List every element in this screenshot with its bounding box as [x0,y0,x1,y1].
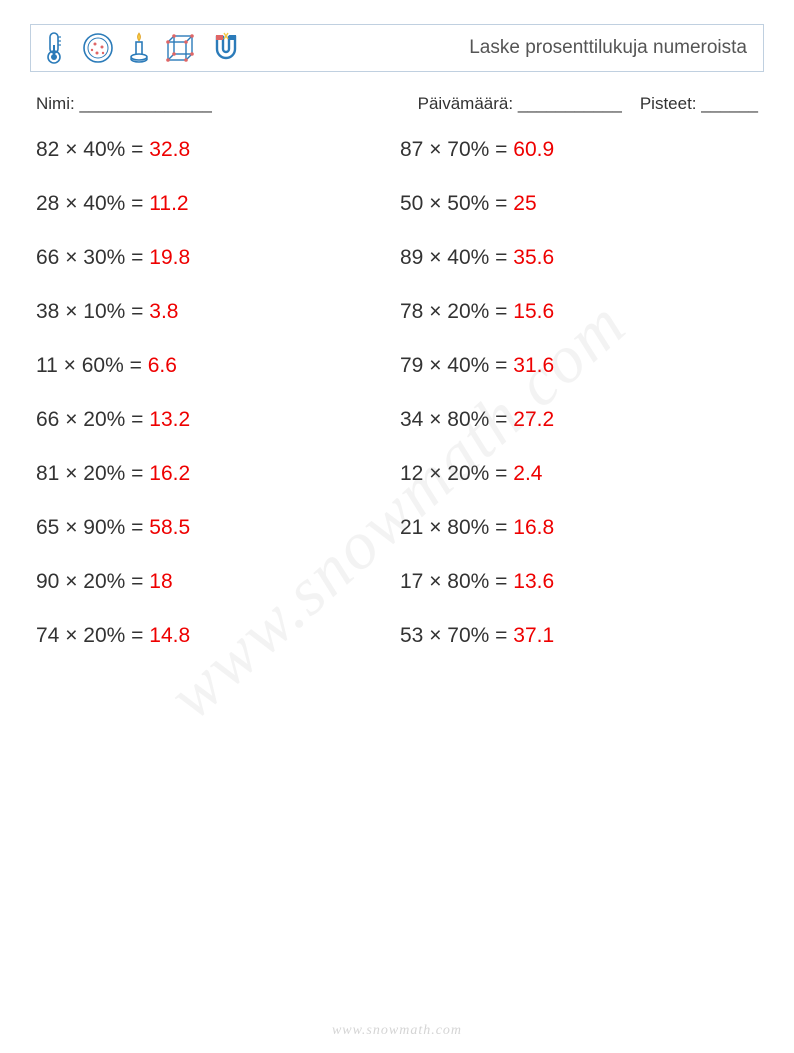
problem-row: 17 × 80% = 13.6 [400,570,764,594]
problem-expression: 50 × 50% = [400,192,513,215]
problem-expression: 66 × 30% = [36,246,149,269]
header-icons [41,31,241,65]
problem-expression: 78 × 20% = [400,300,513,323]
problem-answer: 19.8 [149,246,190,269]
problem-answer: 58.5 [149,516,190,539]
problem-row: 11 × 60% = 6.6 [36,354,400,378]
problems-column-right: 87 × 70% = 60.9 50 × 50% = 25 89 × 40% = 3… [400,138,764,648]
problem-answer: 14.8 [149,624,190,647]
problem-row: 79 × 40% = 31.6 [400,354,764,378]
problem-expression: 12 × 20% = [400,462,513,485]
problem-expression: 87 × 70% = [400,138,513,161]
problem-answer: 2.4 [513,462,542,485]
problem-expression: 21 × 80% = [400,516,513,539]
petri-dish-icon [81,31,115,65]
problem-row: 53 × 70% = 37.1 [400,624,764,648]
worksheet-title: Laske prosenttilukuja numeroista [469,37,747,59]
magnet-icon [211,31,241,65]
score-blank: ______ [701,94,758,113]
candle-icon [129,31,149,65]
problem-expression: 11 × 60% = [36,354,148,377]
date-label: Päivämäärä: [418,94,513,113]
problem-expression: 74 × 20% = [36,624,149,647]
problem-answer: 6.6 [148,354,177,377]
problem-row: 78 × 20% = 15.6 [400,300,764,324]
problem-answer: 3.8 [149,300,178,323]
problem-row: 90 × 20% = 18 [36,570,400,594]
header: Laske prosenttilukuja numeroista [30,24,764,72]
problem-expression: 38 × 10% = [36,300,149,323]
problem-row: 81 × 20% = 16.2 [36,462,400,486]
score-label: Pisteet: [640,94,697,113]
problem-answer: 37.1 [513,624,554,647]
problem-row: 89 × 40% = 35.6 [400,246,764,270]
problem-answer: 13.2 [149,408,190,431]
problem-answer: 27.2 [513,408,554,431]
meta-right: Päivämäärä: ___________ Pisteet: ______ [418,94,758,114]
problem-row: 12 × 20% = 2.4 [400,462,764,486]
problem-row: 38 × 10% = 3.8 [36,300,400,324]
problem-row: 34 × 80% = 27.2 [400,408,764,432]
worksheet-page: Laske prosenttilukuja numeroista Nimi: _… [0,0,794,648]
problem-answer: 18 [149,570,172,593]
problem-row: 50 × 50% = 25 [400,192,764,216]
problem-expression: 90 × 20% = [36,570,149,593]
problem-answer: 15.6 [513,300,554,323]
problem-expression: 65 × 90% = [36,516,149,539]
problem-row: 21 × 80% = 16.8 [400,516,764,540]
problem-answer: 60.9 [513,138,554,161]
problem-row: 65 × 90% = 58.5 [36,516,400,540]
problem-expression: 79 × 40% = [400,354,513,377]
problem-expression: 89 × 40% = [400,246,513,269]
problem-expression: 53 × 70% = [400,624,513,647]
problem-expression: 66 × 20% = [36,408,149,431]
name-label: Nimi: [36,94,75,113]
problem-expression: 17 × 80% = [400,570,513,593]
date-blank: ___________ [518,94,622,113]
meta-row: Nimi: ______________ Päivämäärä: _______… [30,72,764,114]
problem-row: 87 × 70% = 60.9 [400,138,764,162]
problem-row: 28 × 40% = 11.2 [36,192,400,216]
problem-expression: 28 × 40% = [36,192,149,215]
problem-answer: 31.6 [513,354,554,377]
problem-row: 66 × 20% = 13.2 [36,408,400,432]
name-blank: ______________ [79,94,211,113]
footer-link: www.snowmath.com [0,1023,794,1039]
problem-answer: 16.2 [149,462,190,485]
problem-expression: 82 × 40% = [36,138,149,161]
score-field: Pisteet: ______ [640,94,758,114]
problem-answer: 16.8 [513,516,554,539]
date-field: Päivämäärä: ___________ [418,94,622,114]
problem-answer: 32.8 [149,138,190,161]
problem-expression: 81 × 20% = [36,462,149,485]
problem-row: 82 × 40% = 32.8 [36,138,400,162]
problem-row: 66 × 30% = 19.8 [36,246,400,270]
thermometer-icon [41,31,67,65]
problem-answer: 11.2 [149,192,188,215]
problem-answer: 13.6 [513,570,554,593]
problem-answer: 35.6 [513,246,554,269]
problem-expression: 34 × 80% = [400,408,513,431]
problem-row: 74 × 20% = 14.8 [36,624,400,648]
cube-icon [163,31,197,65]
problem-answer: 25 [513,192,536,215]
problems-column-left: 82 × 40% = 32.8 28 × 40% = 11.2 66 × 30% =… [36,138,400,648]
name-field: Nimi: ______________ [36,94,212,114]
problems-area: 82 × 40% = 32.8 28 × 40% = 11.2 66 × 30% =… [30,114,764,648]
